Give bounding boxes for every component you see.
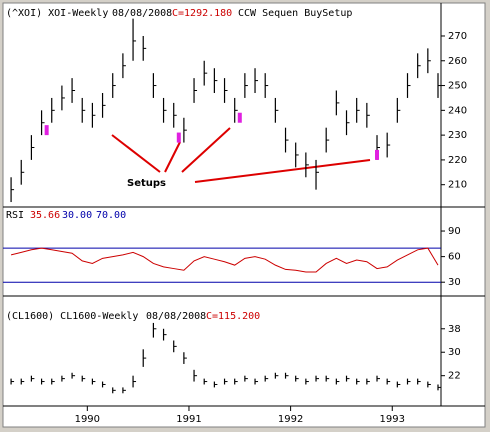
setup-bar — [176, 132, 181, 143]
rsi-upper: 70.00 — [96, 210, 126, 221]
close-label: C=1292.180 — [172, 8, 232, 19]
rsi-lower: 30.00 — [62, 210, 92, 221]
setup-bar — [375, 149, 380, 160]
annotation-arrows — [111, 127, 371, 183]
y-tick-label: 22 — [448, 371, 461, 382]
y-tick-label: 210 — [448, 180, 467, 191]
y-tick-label: 240 — [448, 105, 467, 116]
y-tick-label: 30 — [448, 277, 461, 288]
y-tick-label: 230 — [448, 130, 467, 141]
date: 08/08/2008 — [112, 8, 172, 19]
x-tick-label: 1992 — [278, 414, 303, 425]
x-tick-label: 1990 — [75, 414, 100, 425]
date: 08/08/2008 — [146, 311, 206, 322]
close-label: C=115.200 — [206, 311, 260, 322]
annotation: Setups — [127, 178, 166, 189]
rsi-value: 35.66 — [30, 210, 60, 221]
setup-bar — [44, 125, 49, 136]
study: CCW Sequen BuySetup — [238, 8, 352, 19]
y-tick-label: 60 — [448, 252, 461, 263]
y-tick-label: 30 — [448, 347, 461, 358]
y-tick-label: 38 — [448, 324, 461, 335]
y-tick-label: 270 — [448, 31, 467, 42]
frame — [2, 2, 486, 428]
symbol: (CL1600) CL1600-Weekly — [6, 311, 138, 322]
symbol: (^XOI) XOI-Weekly — [6, 8, 108, 19]
y-tick-label: 250 — [448, 81, 467, 92]
y-tick-label: 260 — [448, 56, 467, 67]
setup-bar — [237, 112, 242, 123]
x-tick-label: 1993 — [380, 414, 405, 425]
rsi-name: RSI — [6, 210, 24, 221]
rsi-line — [10, 247, 439, 273]
x-tick-label: 1991 — [176, 414, 201, 425]
y-tick-label: 220 — [448, 155, 467, 166]
y-tick-label: 90 — [448, 226, 461, 237]
